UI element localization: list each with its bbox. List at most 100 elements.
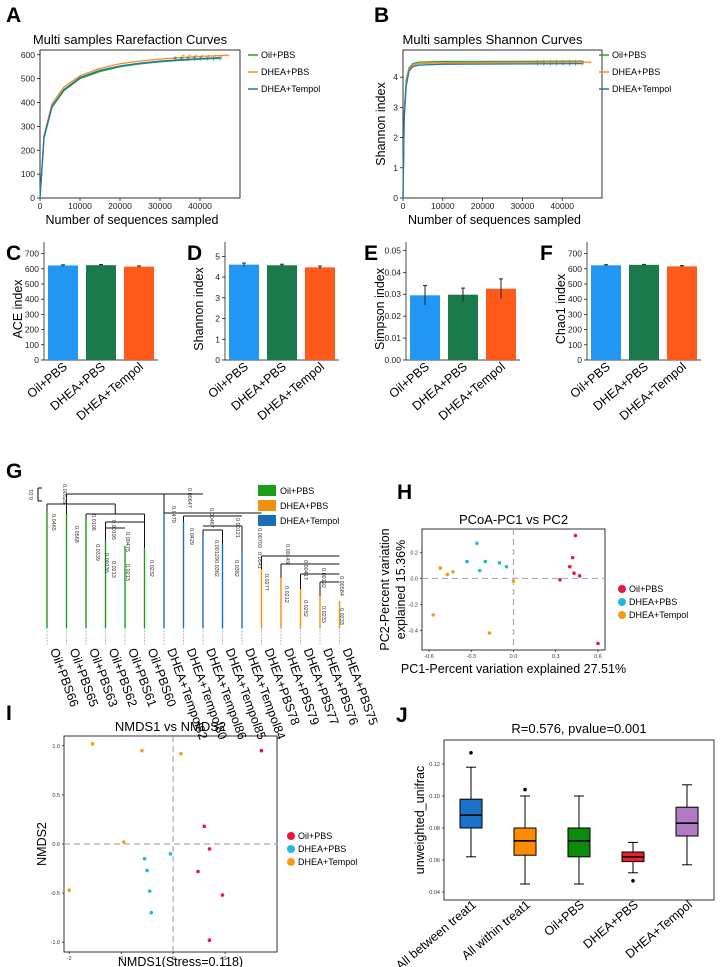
legend-label: DHEA+Tempol [629, 610, 688, 620]
outlier-point [523, 787, 527, 792]
bar-dhea-tempol [305, 267, 335, 360]
y-tick-label: 0.03 [384, 289, 401, 299]
y-tick-label: 600 [21, 50, 35, 60]
y-tick-label: 0 [30, 193, 35, 203]
branch-length-label: 0.00647 [186, 488, 192, 508]
y-tick-label: 5 [215, 251, 220, 261]
point-dhea-tempol [140, 748, 144, 753]
sample-marker: + [193, 53, 198, 60]
y-tick-label: 0.10 [429, 794, 440, 800]
branch-length-label: 0.00149 [284, 544, 290, 564]
x-tick-label: 0.3 [552, 654, 560, 660]
legend-label: DHEA+PBS [280, 501, 328, 511]
x-tick-label: 20000 [471, 201, 495, 211]
branch-length-label: 0.0106 [90, 514, 96, 531]
point-dhea-pbs [149, 910, 154, 915]
y-tick-label: 0.06 [429, 858, 440, 864]
branch-length-label: 0.00584 [338, 576, 344, 596]
point-dhea-tempol [487, 631, 492, 635]
chart-title: Multi samples Shannon Curves [403, 32, 583, 47]
x-tick-label: DHEA+Tempol [617, 360, 689, 424]
point-oil-pbs [259, 748, 264, 753]
y-axis-label: Simpson index [373, 267, 387, 350]
beta-diversity-boxplot: R=0.576, pvalue=0.001 0.04 0.06 0.08 0.10 0.1… [393, 721, 715, 967]
legend-label: DHEA+PBS [629, 597, 677, 607]
panel-label-g: G [6, 460, 22, 483]
point-oil-pbs [202, 824, 207, 829]
y-tick-label: 200 [25, 325, 39, 335]
y-tick-label: -1.0 [51, 940, 60, 946]
sample-marker: + [198, 56, 203, 63]
y-tick-label: 200 [568, 325, 582, 335]
branch-length-label: 0.00129 [213, 540, 219, 560]
x-tick-label: -2 [67, 956, 72, 962]
point-oil-pbs [573, 533, 578, 538]
y-tick-label: 200 [21, 145, 35, 155]
series-line-dhea-pbs [39, 54, 229, 199]
branch-length-label: 0.0233 [338, 608, 344, 625]
series-line-dhea-pbs [402, 61, 591, 199]
x-tick-label: 0.0 [510, 654, 518, 660]
x-tick-label: 30000 [511, 201, 535, 211]
x-tick-label: Oil+PBS [541, 898, 586, 939]
y-tick-label: 0.05 [384, 245, 401, 255]
y-tick-label: 400 [25, 294, 39, 304]
sample-marker: + [206, 53, 211, 60]
sample-marker: + [567, 61, 572, 68]
legend-marker [287, 845, 295, 853]
legend-label: Oil+PBS [629, 584, 663, 594]
y-tick-label: 0.00 [384, 355, 401, 365]
x-tick-label: 0 [38, 201, 43, 211]
series-line-oil-pbs [39, 57, 221, 199]
point-dhea-pbs [168, 852, 173, 856]
sample-marker: + [548, 61, 553, 68]
x-tick-label: 20000 [108, 201, 132, 211]
x-tick-label: -0.3 [467, 654, 476, 660]
panel-label-e: E [364, 242, 378, 265]
point-oil-pbs [570, 555, 575, 560]
sample-marker: + [573, 61, 578, 68]
y-tick-label: 1 [393, 163, 398, 173]
branch-length-label: 0.0382 [233, 560, 239, 577]
y-tick-label: 600 [568, 264, 582, 274]
sample-marker: + [560, 61, 565, 68]
panel-j: J R=0.576, pvalue=0.001 0.04 0.06 0.08 0.10 0… [393, 704, 715, 967]
sample-marker: + [211, 55, 216, 62]
x-tick-label: DHEA+Tempol [74, 360, 146, 424]
point-dhea-tempol [451, 570, 455, 574]
y-tick-label: 3 [393, 102, 398, 112]
x-tick-label: 0 [401, 201, 406, 211]
y-tick-label: 0 [577, 355, 582, 365]
sample-marker: + [205, 55, 210, 62]
sample-marker: + [580, 61, 585, 68]
branch-length-label: 0.0213 [110, 561, 116, 578]
box-all-between-treat1 [459, 798, 483, 829]
y-tick-label: 0.01 [384, 333, 401, 343]
point-dhea-pbs [504, 564, 509, 569]
plot-frame [39, 49, 241, 199]
rarefaction-chart: Multi samples Rarefaction Curves 0 10000 20… [21, 32, 320, 227]
branch-length-label: 0.0568 [73, 526, 79, 543]
y-tick-label: 0.5 [52, 793, 60, 799]
legend-label: Oil+PBS [612, 50, 646, 60]
y-tick-label: 0.08 [429, 826, 440, 832]
y-tick-label: 0.0 [410, 576, 418, 582]
x-tick-label: 10000 [431, 201, 455, 211]
y-tick-label: 300 [25, 309, 39, 319]
point-dhea-tempol [431, 613, 436, 617]
y-tick-label: 4 [215, 272, 220, 282]
bar-dhea-tempol [486, 288, 516, 360]
point-dhea-tempol [511, 579, 516, 583]
sample-marker: + [541, 61, 546, 68]
point-oil-pbs [577, 574, 582, 578]
sample-marker: + [217, 56, 222, 63]
branch-length-label: 0.00475 [124, 532, 130, 552]
y-tick-label: 500 [21, 74, 35, 84]
legend-label: Oil+PBS [280, 486, 314, 496]
panel-label-d: D [187, 242, 202, 265]
